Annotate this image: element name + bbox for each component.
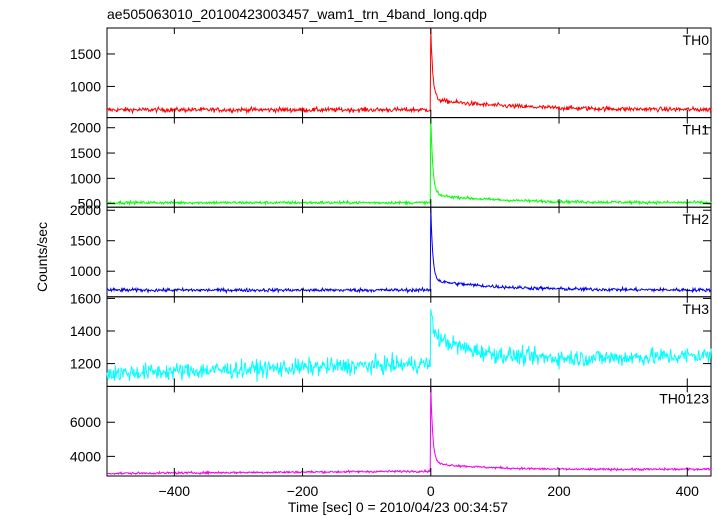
panel-label: TH3: [683, 301, 710, 317]
y-tick-label: 1000: [70, 170, 101, 186]
y-tick-label: 1500: [70, 145, 101, 161]
x-axis-label: Time [sec] 0 = 2010/04/23 00:34:57: [288, 499, 508, 515]
series-th3: [106, 308, 712, 382]
y-tick-label: 1500: [70, 233, 101, 249]
x-tick-label: 0: [427, 483, 435, 499]
x-tick-label: 200: [547, 483, 571, 499]
panel-th0123: 4000 6000 TH0123: [70, 385, 712, 477]
panel-th0: 1000 1500 TH0: [70, 27, 712, 119]
series-th1: [106, 117, 712, 207]
panel-frame: [106, 117, 712, 208]
y-tick-label: 1500: [70, 46, 101, 62]
panel-label: TH2: [683, 211, 710, 227]
y-tick-label: 1600: [70, 290, 101, 306]
series-th2: [106, 207, 712, 295]
panel-th3: 1200 1400 1600 TH3: [70, 290, 712, 387]
panel-frame: [106, 27, 712, 119]
panel-th2: 1000 1500 2000 TH2: [70, 202, 712, 298]
y-tick-label: 1000: [70, 78, 101, 94]
series-th0123: [107, 386, 712, 476]
panel-frame: [106, 385, 712, 477]
y-axis-label: Counts/sec: [34, 222, 50, 292]
y-tick-label: 1200: [70, 356, 101, 372]
y-tick-label: 2000: [70, 202, 101, 218]
panel-label: TH1: [683, 122, 710, 138]
y-tick-label: 6000: [70, 414, 101, 430]
panel-th1: 500 1000 1500 2000 TH1: [70, 117, 712, 212]
panel-frame: [106, 206, 712, 298]
y-tick-label: 2000: [70, 120, 101, 136]
x-tick-label: 400: [676, 483, 700, 499]
x-tick-label: −200: [287, 483, 319, 499]
y-tick-label: 500: [78, 196, 102, 212]
y-tick-label: 4000: [70, 448, 101, 464]
panel-label: TH0123: [659, 390, 709, 406]
chart-title: ae505063010_20100423003457_wam1_trn_4ban…: [107, 6, 487, 22]
y-tick-label: 1000: [70, 263, 101, 279]
y-tick-label: 1400: [70, 323, 101, 339]
panel-label: TH0: [683, 32, 710, 48]
x-tick-label: −400: [159, 483, 191, 499]
series-th0: [106, 27, 712, 115]
